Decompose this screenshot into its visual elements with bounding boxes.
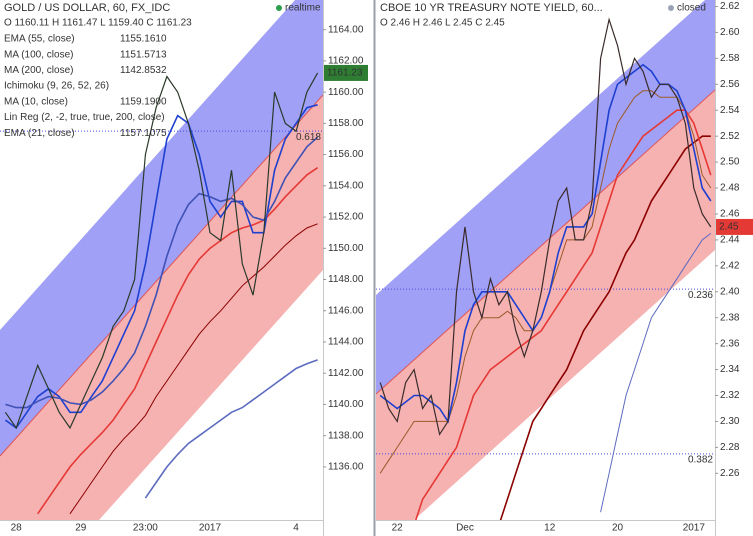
- fib-label: 0.236: [688, 290, 713, 301]
- channel-upper: [0, 0, 323, 456]
- price-line: [4, 72, 319, 430]
- y-tick-label: 2.48: [720, 183, 740, 194]
- y-tick-label: 1150.00: [328, 243, 364, 254]
- legend-value: 1157.1075: [120, 128, 167, 139]
- status-dot: [276, 5, 282, 11]
- legend-value: 1155.1610: [120, 34, 167, 45]
- study-line: [379, 63, 712, 424]
- y-tick-label: 2.60: [720, 27, 740, 38]
- y-tick-label: 2.34: [720, 364, 740, 375]
- study-line: [414, 109, 712, 520]
- y-tick-label: 1146.00: [328, 305, 364, 316]
- y-tick-label: 2.26: [720, 468, 740, 479]
- x-tick-label: 23:00: [133, 523, 158, 534]
- last-price-box: [716, 218, 753, 235]
- legend-value: 1142.8532: [120, 65, 167, 76]
- x-tick-label: 29: [75, 523, 87, 534]
- y-tick-label: 1156.00: [328, 149, 364, 160]
- y-tick-label: 1144.00: [328, 337, 364, 348]
- last-price-label: 2.45: [719, 222, 739, 233]
- y-tick-label: 1158.00: [328, 118, 364, 129]
- channel-mid: [376, 89, 715, 395]
- y-tick-label: 2.56: [720, 79, 740, 90]
- x-tick-label: 22: [392, 523, 404, 534]
- last-price-box: [324, 64, 368, 81]
- ohlc-values: O 2.46 H 2.46 L 2.45 C 2.45: [380, 18, 505, 29]
- x-tick-label: 20: [612, 523, 624, 534]
- study-line: [600, 233, 712, 513]
- y-tick-label: 2.50: [720, 157, 740, 168]
- y-tick-label: 1138.00: [328, 430, 364, 441]
- study-line: [4, 104, 318, 430]
- y-tick-label: 2.36: [720, 338, 740, 349]
- plot-area: [376, 17, 715, 520]
- study-line: [144, 359, 318, 499]
- status-label: closed: [677, 3, 706, 14]
- x-tick-label: 2017: [199, 523, 222, 534]
- legend-label: EMA (55, close): [4, 34, 75, 45]
- y-tick-label: 1164.00: [328, 24, 364, 35]
- x-tick-label: 2017: [683, 523, 706, 534]
- y-tick-label: 1152.00: [328, 212, 364, 223]
- y-tick-label: 2.42: [720, 260, 740, 271]
- plot-area: [0, 72, 323, 515]
- study-line: [37, 167, 319, 515]
- y-tick-label: 1162.00: [328, 56, 364, 67]
- legend-label: Lin Reg (2, -2, true, true, 200, close): [4, 112, 165, 123]
- fib-label: 0.382: [688, 455, 713, 466]
- legend-label: MA (10, close): [4, 96, 68, 107]
- fib-label: 0.618: [296, 132, 321, 143]
- legend-label: EMA (21, close): [4, 128, 75, 139]
- y-tick-label: 2.62: [720, 1, 740, 12]
- y-tick-label: 2.46: [720, 209, 740, 220]
- y-tick-label: 1140.00: [328, 399, 364, 410]
- study-line: [69, 223, 318, 515]
- x-tick-label: 4: [293, 523, 299, 534]
- y-tick-label: 2.32: [720, 390, 740, 401]
- x-tick-label: Dec: [456, 523, 474, 534]
- x-tick-label: 12: [544, 523, 556, 534]
- y-tick-label: 2.28: [720, 442, 740, 453]
- legend-label: MA (100, close): [4, 49, 73, 60]
- last-price-label: 1161.23: [327, 68, 363, 79]
- y-tick-label: 2.38: [720, 312, 740, 323]
- y-tick-label: 2.58: [720, 53, 740, 64]
- y-tick-label: 1148.00: [328, 274, 364, 285]
- legend-value: 1151.5713: [120, 49, 167, 60]
- status-label: realtime: [285, 3, 321, 14]
- y-tick-label: 1136.00: [328, 462, 364, 473]
- y-tick-label: 2.44: [720, 235, 740, 246]
- legend-label: Ichimoku (9, 26, 52, 26): [4, 81, 109, 92]
- y-tick-label: 2.54: [720, 105, 740, 116]
- y-tick-label: 1160.00: [328, 87, 364, 98]
- ohlc-values: O 1160.11 H 1161.47 L 1159.40 C 1161.23: [4, 18, 192, 29]
- y-tick-label: 2.30: [720, 416, 740, 427]
- study-line: [499, 135, 711, 520]
- channel-upper: [376, 0, 715, 394]
- chart-title: GOLD / US DOLLAR, 60, FX_IDC: [4, 2, 170, 14]
- legend-label: MA (200, close): [4, 65, 73, 76]
- y-tick-label: 2.52: [720, 131, 740, 142]
- status-dot: [668, 5, 674, 11]
- legend-value: 1159.1900: [120, 96, 167, 107]
- y-tick-label: 1142.00: [328, 368, 364, 379]
- chart-title: CBOE 10 YR TREASURY NOTE YIELD, 60...: [380, 2, 603, 14]
- y-tick-label: 2.40: [720, 286, 740, 297]
- y-tick-label: 1154.00: [328, 180, 364, 191]
- price-line: [379, 17, 712, 436]
- x-tick-label: 28: [11, 523, 23, 534]
